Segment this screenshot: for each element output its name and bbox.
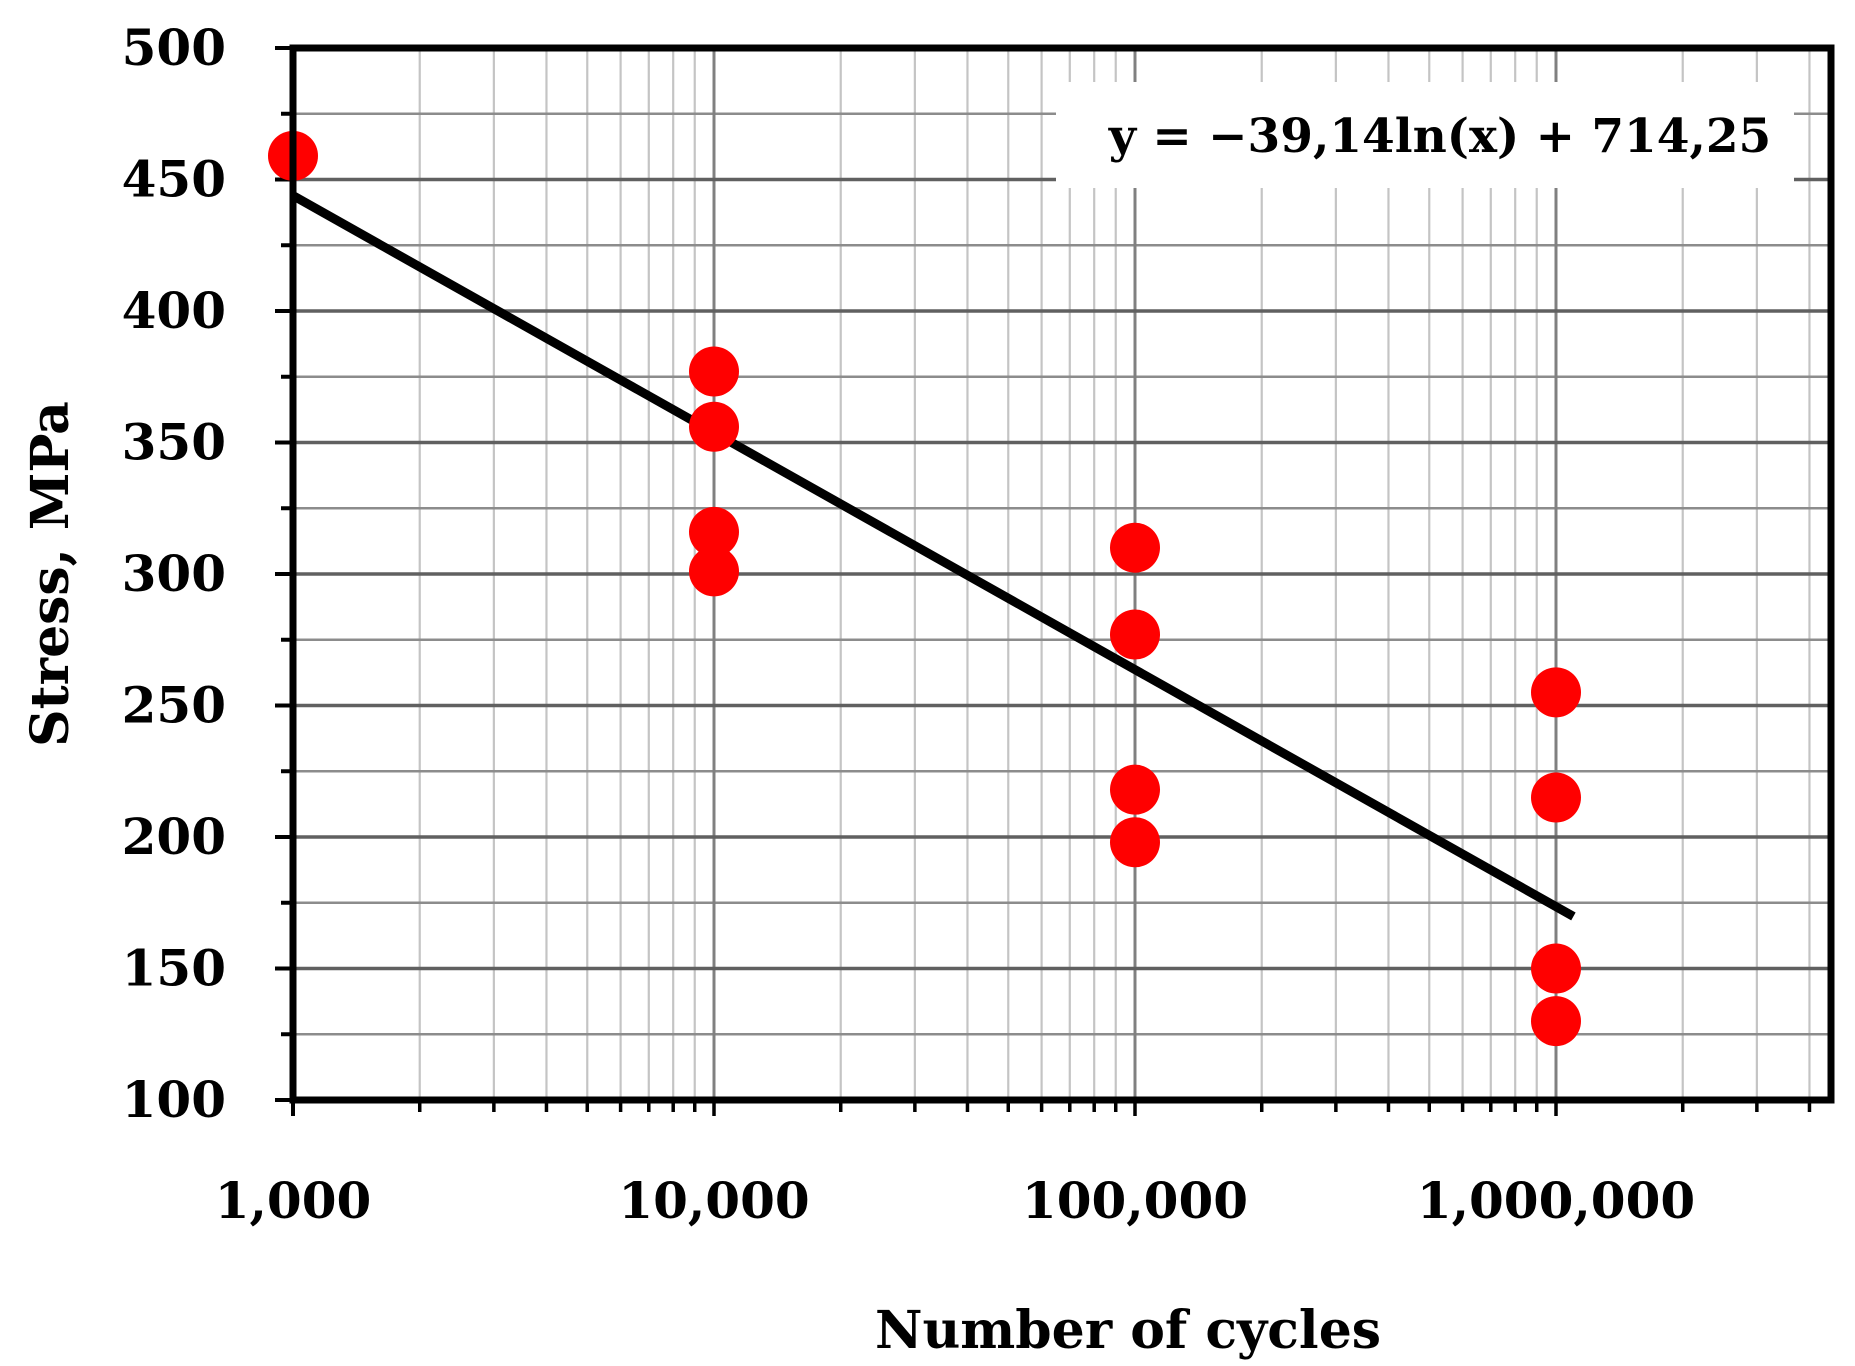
- data-point: [1109, 817, 1160, 868]
- y-tick-label: 200: [122, 807, 226, 866]
- trendline: [290, 191, 1576, 921]
- data-point: [688, 506, 739, 557]
- data-point: [1530, 772, 1581, 823]
- trendline-equation: y = −39,14ln(x) + 714,25: [1108, 109, 1771, 164]
- x-axis-title: Number of cycles: [875, 1300, 1381, 1361]
- y-tick-label: 100: [122, 1070, 226, 1129]
- x-tick-label: 100,000: [1022, 1171, 1248, 1230]
- data-point: [1109, 764, 1160, 815]
- y-axis-title: Stress, MPa: [20, 401, 81, 747]
- grid-major: [293, 48, 1831, 1100]
- data-point: [688, 546, 739, 597]
- trendline-layer: [290, 191, 1576, 921]
- y-tick-label: 300: [122, 544, 226, 603]
- data-point: [1109, 522, 1160, 573]
- x-tick-label: 10,000: [618, 1171, 809, 1230]
- y-tick-label: 500: [122, 18, 226, 77]
- data-point: [1530, 996, 1581, 1047]
- y-tick-label: 400: [122, 281, 226, 340]
- data-point: [688, 346, 739, 397]
- plot-frame: [289, 44, 1835, 1104]
- data-points: [268, 130, 1581, 1047]
- equation-background: [1056, 82, 1794, 188]
- x-tick-labels: 1,000 10,000 100,000 1,000,000: [215, 1171, 1695, 1230]
- y-tick-label: 350: [122, 413, 226, 472]
- y-tick-labels: 100 150 200 250 300 350 400 450 500: [122, 18, 226, 1129]
- data-point: [1530, 667, 1581, 718]
- equation-box: y = −39,14ln(x) + 714,25: [1056, 82, 1794, 188]
- data-point: [1109, 609, 1160, 660]
- data-point: [1530, 943, 1581, 994]
- data-point: [688, 401, 739, 452]
- y-tick-label: 450: [122, 150, 226, 209]
- y-tick-label: 150: [122, 939, 226, 998]
- x-tick-label: 1,000,000: [1417, 1171, 1695, 1230]
- x-tick-label: 1,000: [215, 1171, 372, 1230]
- y-tick-label: 250: [122, 676, 226, 735]
